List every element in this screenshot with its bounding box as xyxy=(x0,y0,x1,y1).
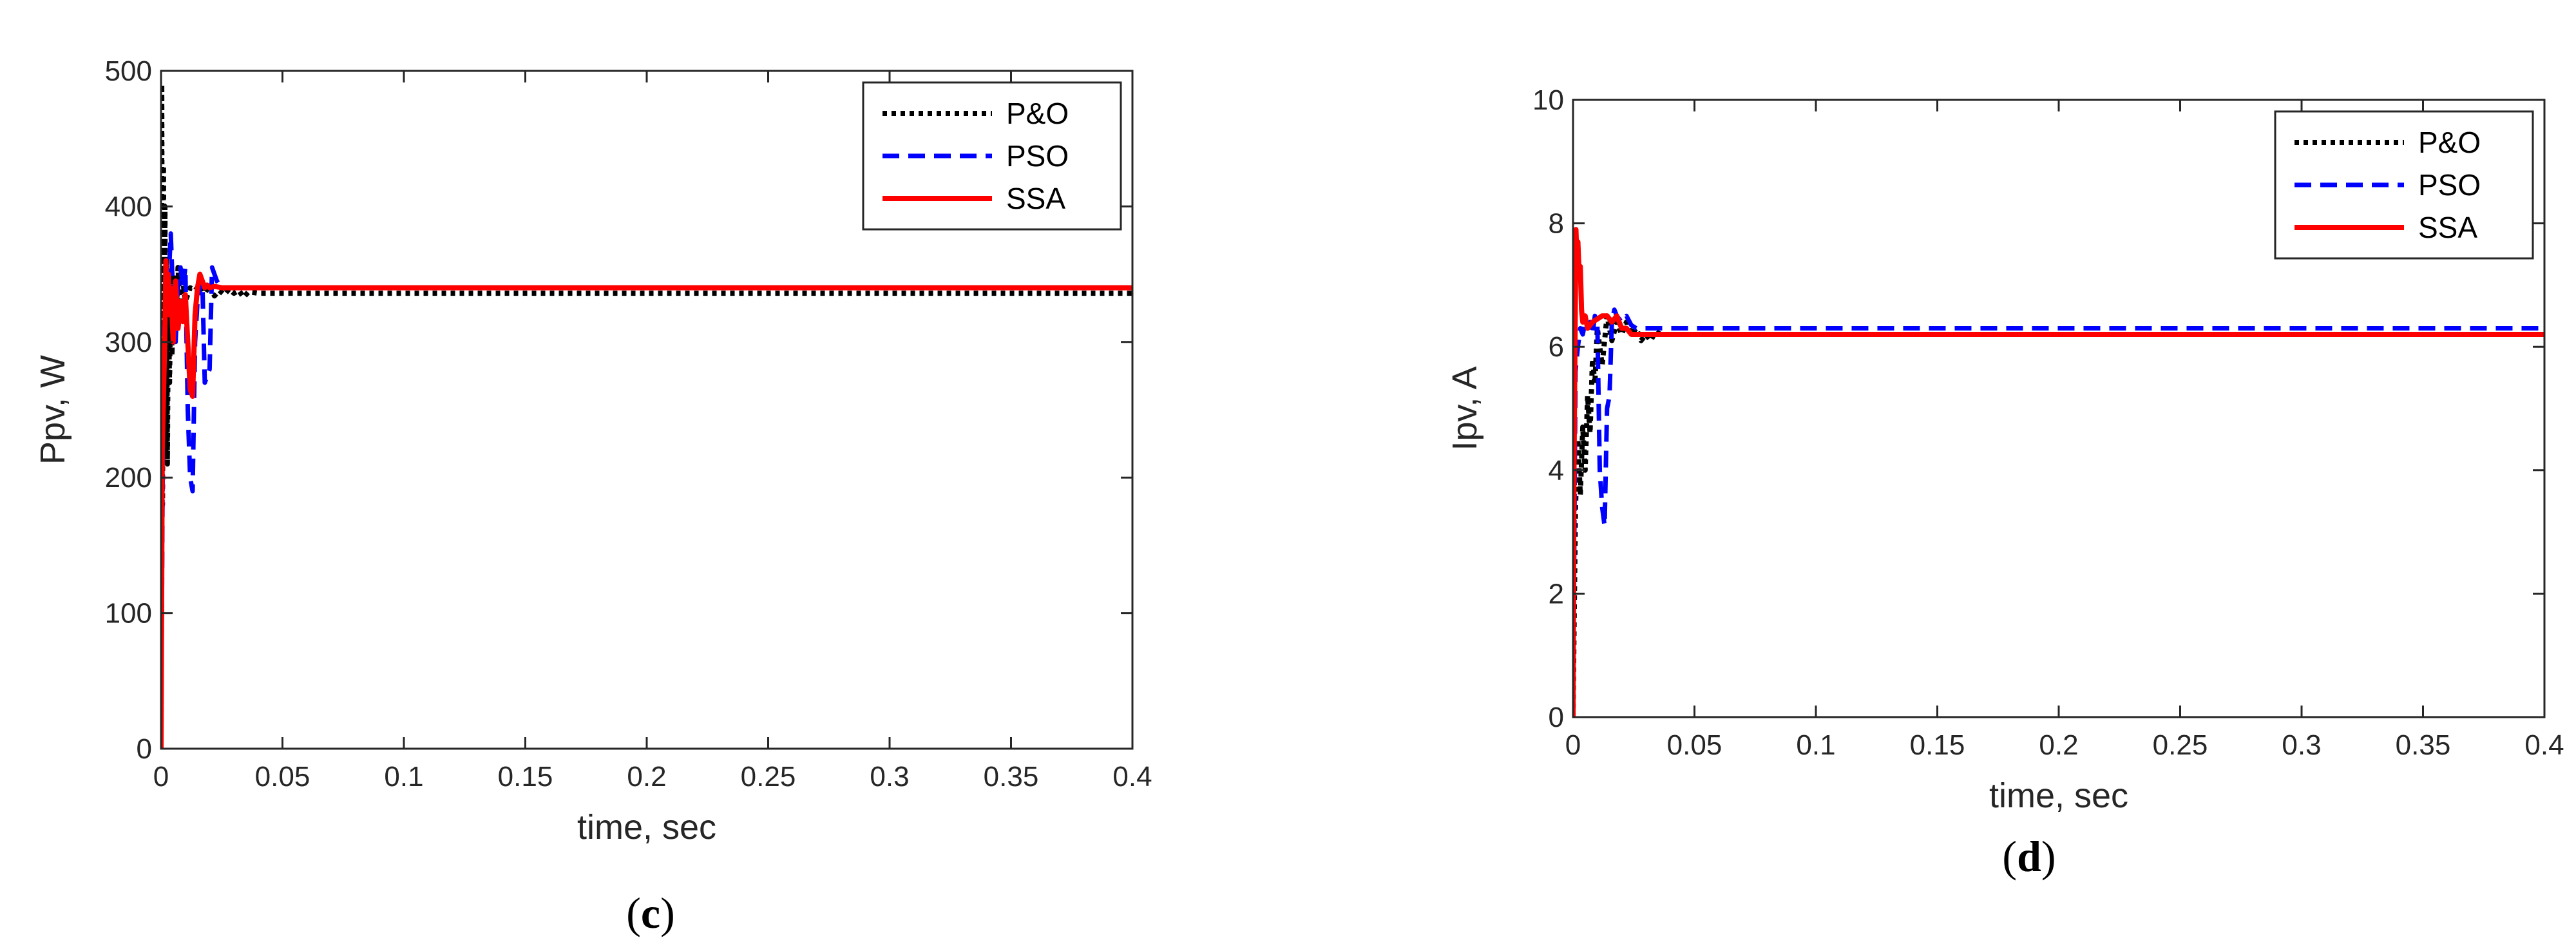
panel-label-letter: d xyxy=(2017,832,2041,881)
series-group xyxy=(161,82,1132,749)
legend-entry: PSO xyxy=(2418,168,2481,202)
legend-entry: PSO xyxy=(1006,139,1069,173)
panel-label-letter: c xyxy=(641,889,660,937)
legend-entry: SSA xyxy=(2418,211,2477,244)
legend: P&O PSO SSA xyxy=(862,81,1122,231)
chart-d: 0 0.05 0.1 0.15 0.2 0.25 0.3 0.35 0.4 0 2 4 6 8 10 time… xyxy=(1445,84,2564,881)
y-tick-label: 10 xyxy=(1532,84,1564,116)
x-tick-label: 0.3 xyxy=(870,761,909,792)
y-tick-label: 200 xyxy=(105,462,152,494)
panel-label-close: ) xyxy=(2041,832,2056,881)
panel-label: (d) xyxy=(2002,832,2056,881)
series-line-p-o xyxy=(1573,313,2544,718)
x-tick-label: 0.15 xyxy=(498,761,553,792)
x-tick-label: 0.25 xyxy=(2153,729,2208,761)
x-tick-label: 0.2 xyxy=(627,761,666,792)
y-tick-label: 4 xyxy=(1549,455,1564,486)
x-tick-label: 0.4 xyxy=(2524,729,2564,761)
y-axis-label: Ipv, A xyxy=(1445,366,1484,450)
x-tick-label: 0 xyxy=(1565,729,1581,761)
x-axis-label: time, sec xyxy=(577,808,716,847)
panel-label: (c) xyxy=(626,889,675,937)
x-tick-label: 0.4 xyxy=(1112,761,1152,792)
legend-entry: P&O xyxy=(2418,126,2481,159)
series-line-ssa xyxy=(1573,227,2544,718)
x-tick-label: 0.35 xyxy=(2396,729,2451,761)
panel-label-close: ) xyxy=(660,889,675,937)
legend-entry: P&O xyxy=(1006,97,1069,130)
x-tick-label: 0.05 xyxy=(255,761,310,792)
x-tick-label: 0.15 xyxy=(1910,729,1965,761)
y-tick-label: 8 xyxy=(1549,208,1564,240)
x-tick-label: 0.05 xyxy=(1667,729,1722,761)
series-group xyxy=(1573,227,2544,718)
x-tick-label: 0.2 xyxy=(2039,729,2078,761)
legend: P&O PSO SSA xyxy=(2274,110,2534,260)
y-axis-label: Ppv, W xyxy=(33,355,72,465)
y-tick-label: 500 xyxy=(105,55,152,87)
chart-c: 0 0.05 0.1 0.15 0.2 0.25 0.3 0.35 0.4 0 100 200 300 4… xyxy=(33,55,1152,937)
legend-entry: SSA xyxy=(1006,182,1065,215)
x-tick-label: 0.3 xyxy=(2282,729,2321,761)
y-tick-label: 6 xyxy=(1549,331,1564,363)
series-line-ssa xyxy=(161,258,1132,749)
x-tick-label: 0.1 xyxy=(384,761,423,792)
y-tick-label: 0 xyxy=(137,733,152,765)
panel-label-open: ( xyxy=(626,889,641,937)
x-axis-label: time, sec xyxy=(1989,776,2128,815)
x-tick-label: 0.35 xyxy=(984,761,1039,792)
x-tick-label: 0.1 xyxy=(1796,729,1835,761)
y-tick-label: 100 xyxy=(105,598,152,629)
y-tick-label: 2 xyxy=(1549,578,1564,610)
y-tick-label: 400 xyxy=(105,191,152,222)
series-line-pso xyxy=(161,231,1132,749)
y-tick-label: 0 xyxy=(1549,702,1564,733)
series-line-pso xyxy=(1573,307,2544,718)
panel-label-open: ( xyxy=(2002,832,2017,881)
y-tick-label: 300 xyxy=(105,327,152,358)
x-tick-label: 0 xyxy=(153,761,169,792)
x-tick-label: 0.25 xyxy=(741,761,796,792)
